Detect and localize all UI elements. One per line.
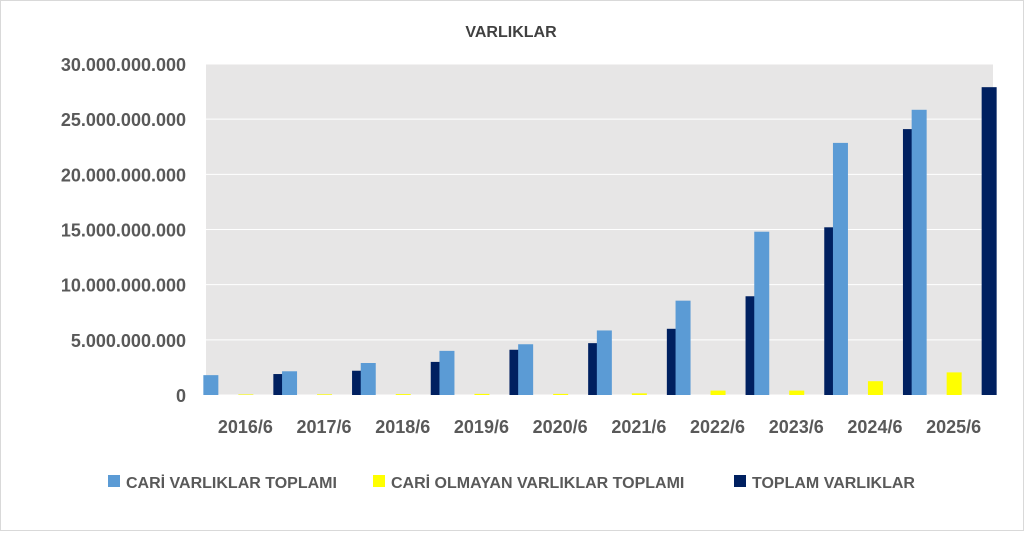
x-tick-label: 2022/6 [690,417,745,437]
bar-3-2025-6 [981,87,997,396]
y-tick-label: 5.000.000.000 [71,331,186,351]
x-tick-label: 2021/6 [611,417,666,437]
legend-swatch [373,475,385,487]
bar-2-2018-6 [395,394,411,395]
bar-1-2023-6 [754,231,770,395]
legend-item: CARİ OLMAYAN VARLIKLAR TOPLAMI [373,474,684,492]
chart-title: VARLIKLAR [465,24,557,41]
bar-1-2017-6 [282,371,298,395]
x-tick-label: 2024/6 [847,417,902,437]
bar-1-2019-6 [439,350,455,395]
bar-1-2016-6 [203,375,219,395]
x-tick-label: 2018/6 [375,417,430,437]
legend-item: TOPLAM VARLIKLAR [734,475,915,492]
plot-area: 0 5.000.000.000 10.000.000.000 15.000.000.0… [61,55,997,437]
bar-1-2022-6 [675,300,691,395]
y-tick-label: 15.000.000.000 [61,221,186,241]
bar-1-2018-6 [360,363,376,395]
bar-2-2023-6 [789,390,805,395]
y-tick-label: 25.000.000.000 [61,110,186,130]
x-tick-label: 2016/6 [218,417,273,437]
bar-2-2022-6 [710,390,726,395]
y-tick-label: 20.000.000.000 [61,165,186,185]
x-tick-label: 2019/6 [454,417,509,437]
legend-label: TOPLAM VARLIKLAR [752,475,915,492]
bar-2-2024-6 [867,381,883,395]
bar-1-2020-6 [518,344,534,395]
bar-2-2017-6 [317,394,333,395]
bar-2-2016-6 [238,394,254,395]
x-tick-label: 2020/6 [533,417,588,437]
legend-swatch [734,475,746,487]
y-tick-label: 0 [176,386,186,406]
bar-2-2019-6 [474,393,490,395]
bar-2-2020-6 [553,393,569,395]
legend-label: CARİ OLMAYAN VARLIKLAR TOPLAMI [391,474,684,492]
legend: CARİ VARLIKLAR TOPLAMI CARİ OLMAYAN VARLI… [108,474,915,492]
bar-2-2025-6 [946,372,962,395]
x-tick-label: 2023/6 [769,417,824,437]
legend-label: CARİ VARLIKLAR TOPLAMI [126,474,337,492]
legend-swatch [108,475,120,487]
bar-1-2024-6 [832,142,848,395]
x-tick-label: 2025/6 [926,417,981,437]
bar-1-2025-6 [911,109,927,395]
legend-item: CARİ VARLIKLAR TOPLAMI [108,474,337,492]
bar-1-2021-6 [596,330,612,395]
x-tick-label: 2017/6 [297,417,352,437]
y-tick-label: 10.000.000.000 [61,276,186,296]
y-tick-label: 30.000.000.000 [61,55,186,75]
bar-2-2021-6 [631,393,647,395]
